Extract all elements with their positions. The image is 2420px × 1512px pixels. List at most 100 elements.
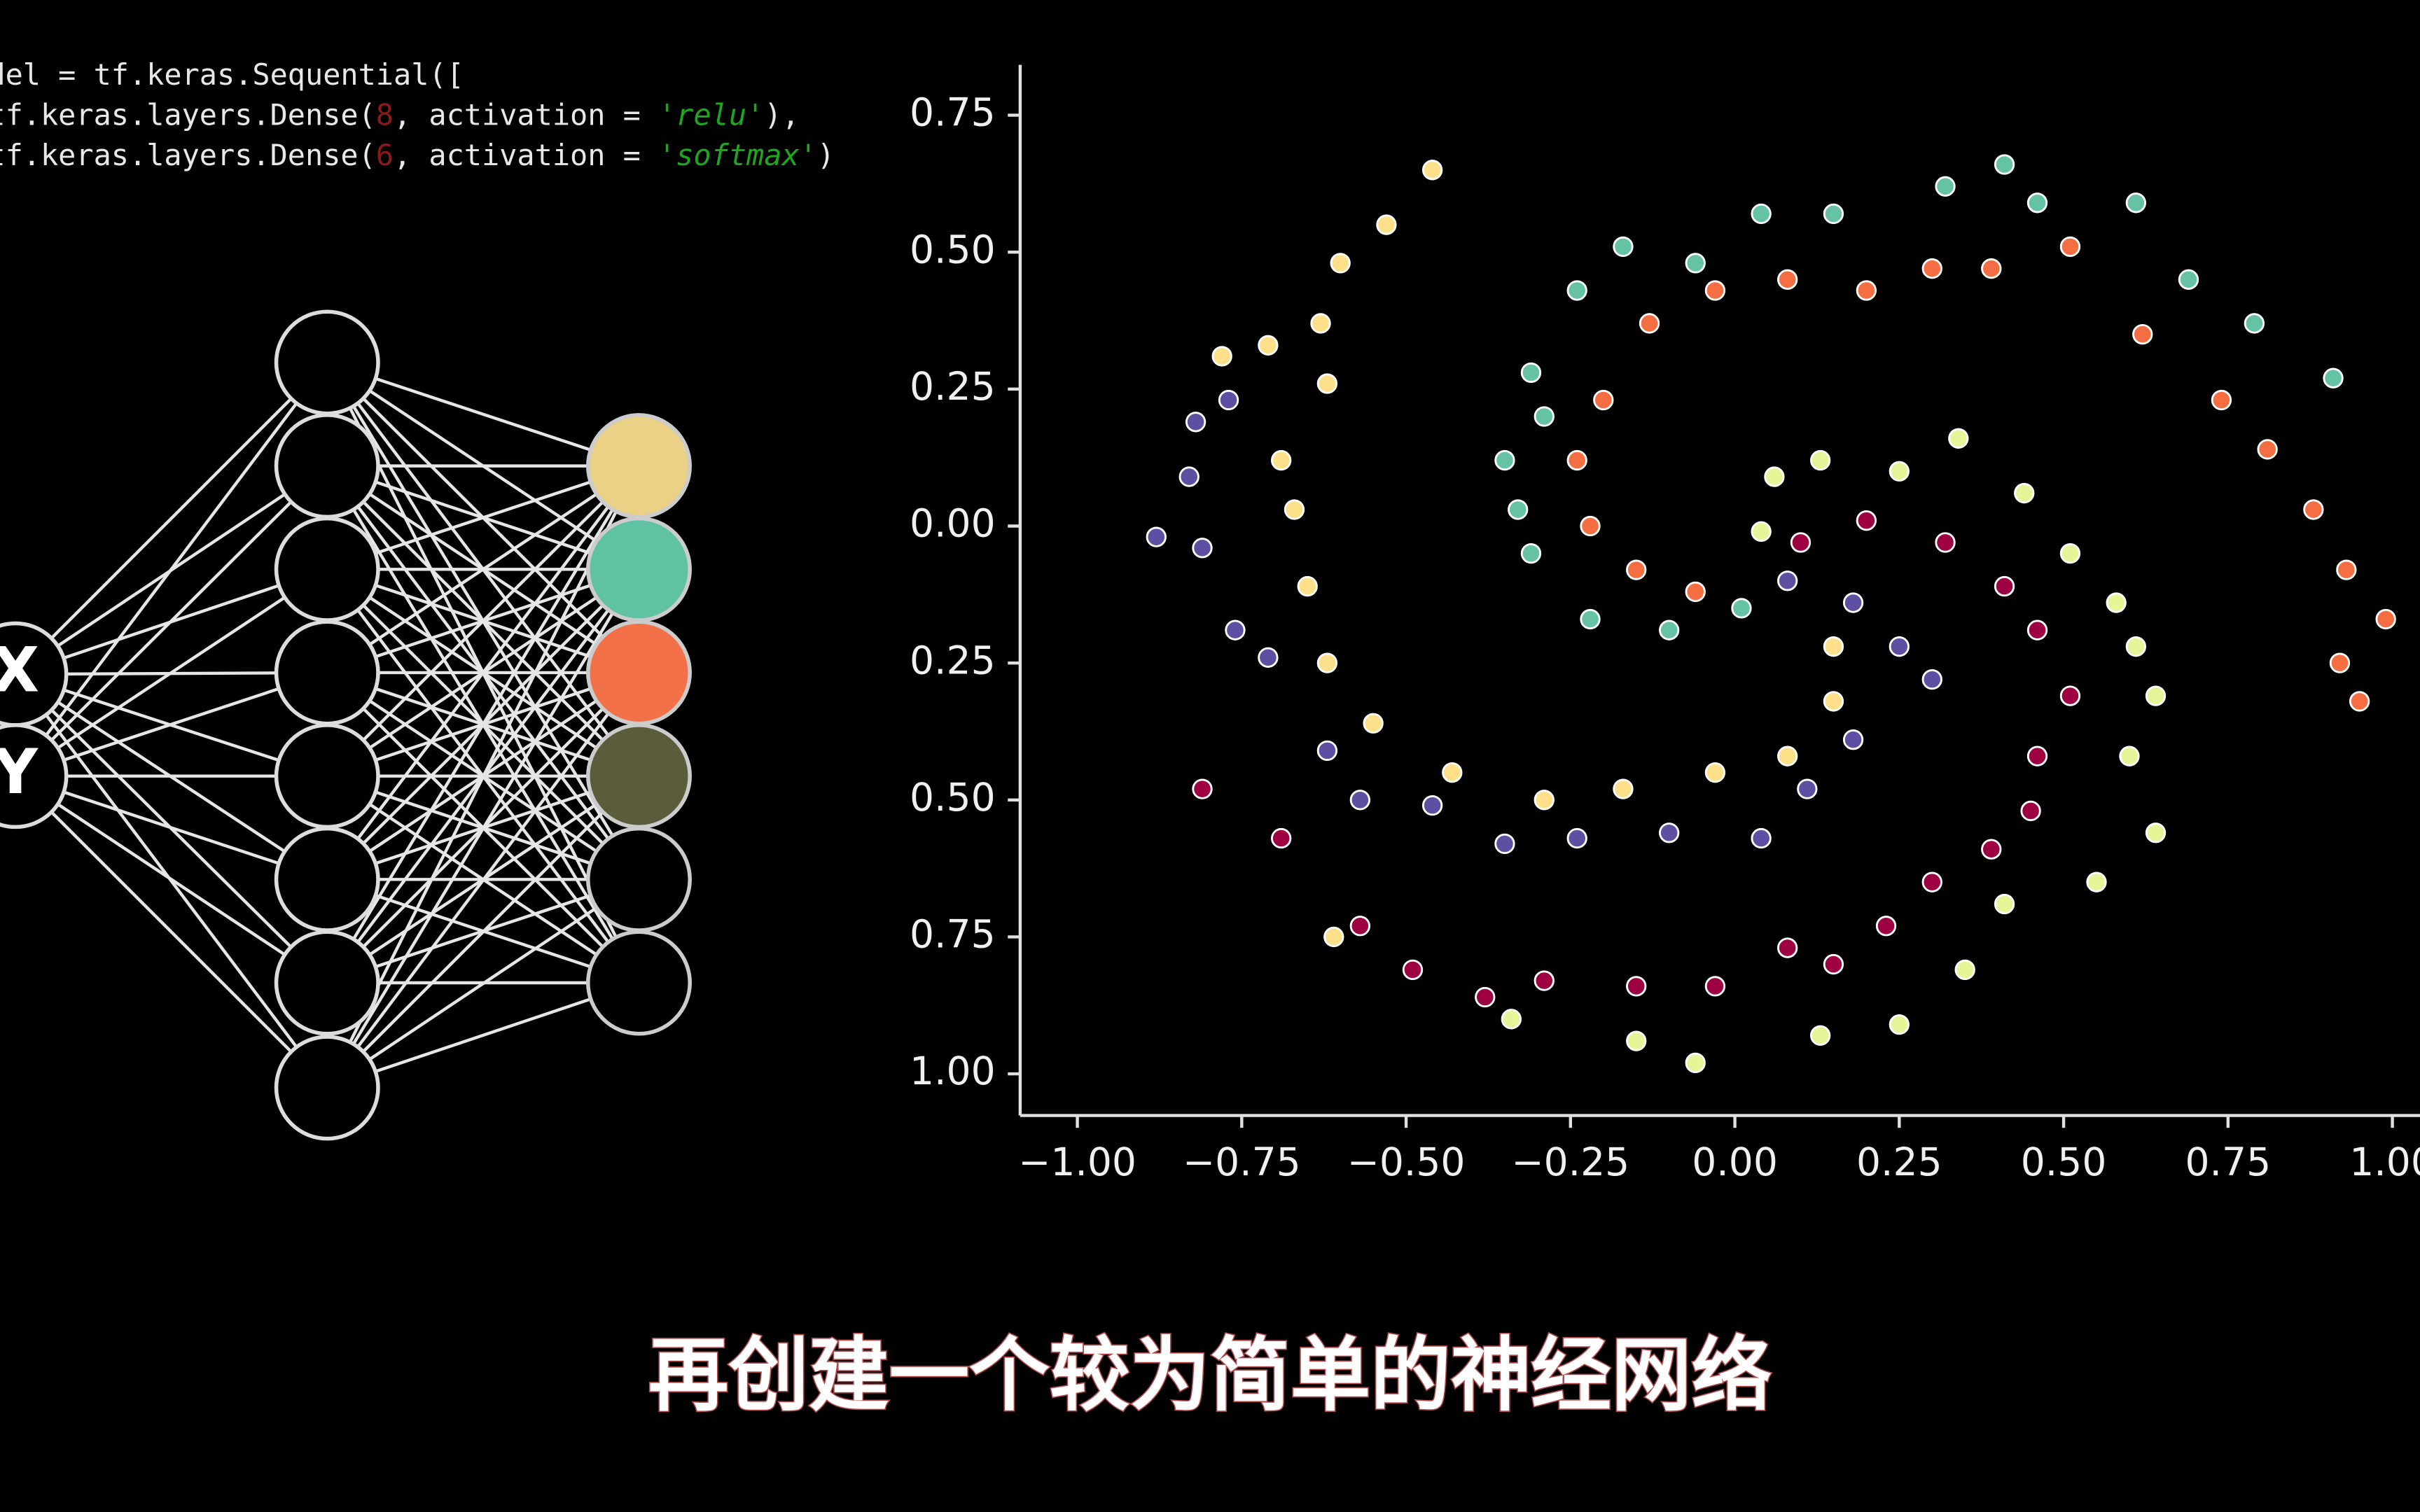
edge	[15, 671, 328, 778]
point	[1842, 592, 1864, 613]
point	[2178, 269, 2199, 290]
point	[1508, 499, 1529, 520]
x-tick-label: −0.75	[1183, 1140, 1301, 1184]
point	[1626, 976, 1647, 997]
point	[1889, 636, 1910, 657]
edge	[14, 465, 328, 778]
point	[2059, 542, 2081, 564]
point	[2329, 652, 2351, 673]
x-tick-label: −0.50	[1347, 1140, 1466, 1184]
subtitle: 再创建一个较为简单的神经网络	[648, 1329, 1772, 1422]
code-token: tf.keras.layers.Dense(	[0, 138, 376, 172]
point	[1284, 499, 1305, 520]
edge	[14, 361, 329, 777]
point	[1323, 926, 1344, 948]
point	[1889, 461, 1910, 482]
point	[1823, 636, 1844, 657]
code-token: )	[817, 138, 835, 172]
point	[1146, 526, 1167, 547]
point	[1751, 203, 1772, 225]
output-node	[585, 723, 692, 830]
point	[1809, 449, 1831, 471]
point	[1921, 668, 1942, 690]
y-tick-label: 0.50	[910, 227, 996, 272]
point	[2211, 389, 2232, 411]
code-line: tf.keras.layers.Dense(8, activation = 'r…	[0, 98, 800, 132]
point	[1258, 335, 1279, 356]
y-tick-label: 0.50	[910, 775, 996, 820]
point	[1178, 466, 1199, 487]
edge	[14, 361, 328, 676]
point	[1685, 581, 1706, 603]
y-tick-label: 0.75	[910, 912, 996, 957]
point	[2323, 368, 2344, 388]
point	[1954, 959, 1975, 981]
point	[1192, 778, 1213, 799]
x-tick-label: 0.50	[2021, 1140, 2107, 1184]
edge	[14, 774, 328, 984]
point	[1363, 713, 1384, 734]
code-token: , activation =	[394, 138, 658, 172]
code-token: 8	[376, 98, 394, 132]
point	[1520, 542, 1542, 564]
point	[1626, 1030, 1647, 1051]
edge	[326, 464, 640, 674]
point	[2106, 592, 2127, 613]
point	[1192, 538, 1213, 559]
point	[2026, 746, 2048, 766]
point	[1297, 575, 1318, 597]
output-node	[585, 620, 692, 726]
y-tick-label: 0.25	[910, 364, 996, 409]
point	[1271, 449, 1292, 471]
point	[1994, 893, 2015, 915]
point	[1921, 258, 1942, 279]
hidden-node	[274, 309, 380, 416]
edge	[326, 981, 640, 1089]
hidden-node	[274, 413, 380, 519]
point	[1271, 827, 1292, 849]
point	[1349, 916, 1371, 937]
point	[1856, 280, 1877, 301]
point	[1790, 532, 1811, 553]
point	[1626, 559, 1647, 580]
y-tick-label: 0.00	[910, 501, 996, 546]
point	[1777, 269, 1798, 290]
edge	[14, 568, 328, 778]
point	[1330, 253, 1351, 274]
point	[1777, 746, 1798, 766]
x-tick-label: 0.00	[1692, 1140, 1778, 1184]
output-node	[585, 413, 692, 519]
hidden-node	[274, 516, 380, 622]
point	[1685, 1052, 1706, 1074]
point	[1777, 570, 1798, 592]
hidden-node	[274, 723, 380, 830]
edge	[326, 878, 640, 1089]
point	[1211, 346, 1232, 367]
point	[1875, 916, 1897, 937]
point	[1842, 729, 1864, 750]
point	[1310, 313, 1331, 334]
point	[1520, 362, 1542, 384]
point	[2020, 800, 2041, 822]
point	[1349, 790, 1371, 811]
point	[2086, 872, 2107, 892]
code-token: ),	[764, 98, 799, 132]
point	[2375, 608, 2396, 630]
point	[1316, 652, 1338, 673]
edge	[326, 671, 641, 1089]
hidden-node	[274, 620, 380, 726]
edge	[326, 465, 641, 984]
hidden-node	[274, 826, 380, 932]
point	[1639, 313, 1660, 334]
point	[2303, 499, 2324, 520]
network-diagram: XY	[0, 309, 692, 1141]
point	[1580, 608, 1601, 630]
point	[2125, 192, 2147, 214]
point	[1823, 691, 1844, 712]
point	[1566, 280, 1587, 301]
point	[1935, 176, 1956, 197]
point	[1948, 428, 1969, 449]
